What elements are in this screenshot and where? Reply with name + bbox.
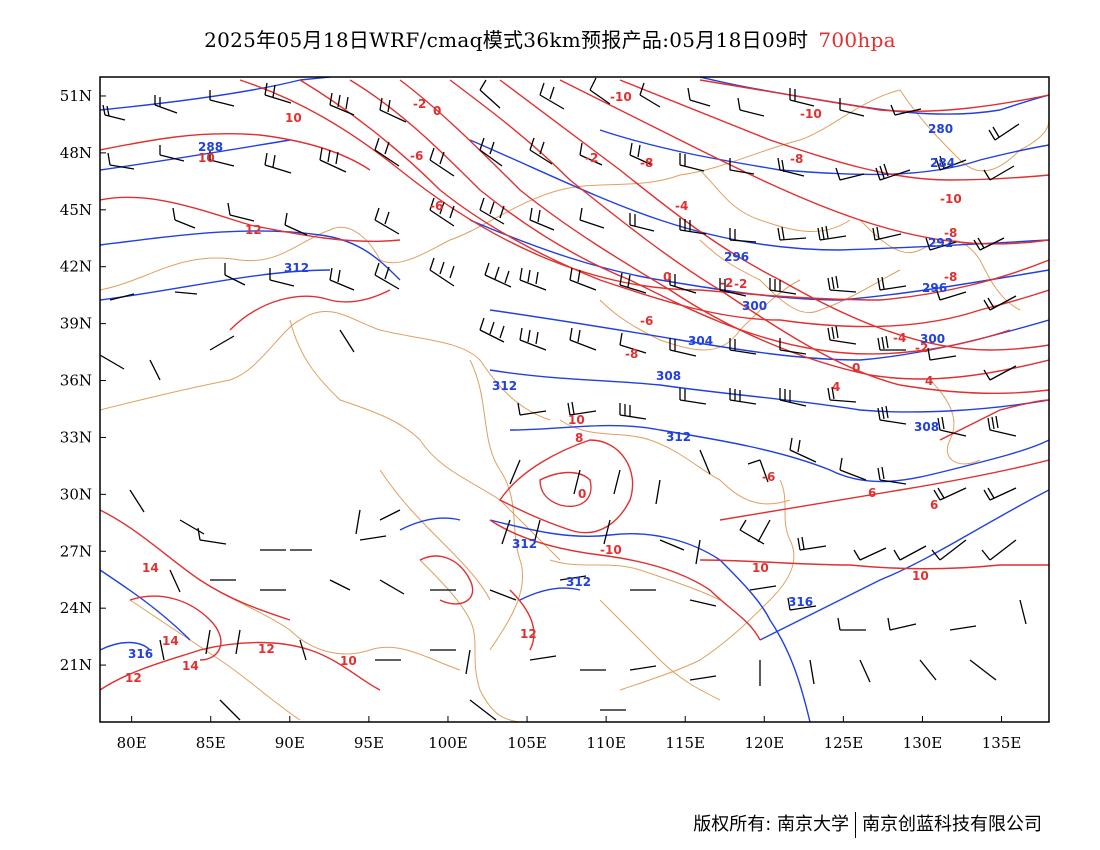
- temperature-label: 6: [930, 498, 938, 512]
- map-title: 2025年05月18日WRF/cmaq模式36km预报产品:05月18日09时 7…: [0, 24, 1100, 53]
- temperature-label: 14: [162, 634, 179, 648]
- lon-tick-label: 85E: [196, 734, 226, 752]
- lon-tick-label: 95E: [354, 734, 384, 752]
- temperature-label: -2: [413, 97, 426, 111]
- geopotential-label: 312: [566, 575, 591, 589]
- temperature-label: 0: [433, 104, 441, 118]
- lon-tick-label: 110E: [586, 734, 626, 752]
- temperature-label: 10: [285, 111, 302, 125]
- geopotential-label: 292: [928, 236, 953, 250]
- lat-tick-label: 51N: [60, 87, 92, 105]
- lon-tick-label: 90E: [275, 734, 305, 752]
- geopotential-label: 308: [656, 369, 681, 383]
- copyright-company: 南京创蓝科技有限公司: [862, 814, 1042, 835]
- geopotential-label: 304: [688, 334, 713, 348]
- geopotential-label: 284: [930, 156, 955, 170]
- copyright-owner: 版权所有: 南京大学: [693, 814, 849, 835]
- geopotential-label: 280: [928, 122, 953, 136]
- lat-tick-label: 42N: [60, 258, 92, 276]
- lon-tick-label: 115E: [665, 734, 705, 752]
- temperature-label: 10: [568, 413, 585, 427]
- lat-tick-label: 21N: [60, 656, 92, 674]
- temperature-label: 8: [575, 431, 583, 445]
- temperature-label: 10: [340, 654, 357, 668]
- temperature-label: -2: [720, 276, 733, 290]
- geopotential-label: 312: [492, 379, 517, 393]
- temperature-label: -10: [600, 543, 622, 557]
- temperature-label: -8: [944, 226, 957, 240]
- geopotential-label: 316: [128, 647, 153, 661]
- temperature-label: -2: [734, 277, 747, 291]
- copyright-divider: [855, 812, 856, 838]
- geopotential-label: 312: [284, 261, 309, 275]
- lon-tick-label: 120E: [745, 734, 785, 752]
- geopotential-label: 288: [198, 140, 223, 154]
- copyright: 版权所有: 南京大学 南京创蓝科技有限公司: [693, 810, 1042, 838]
- temperature-label: 12: [258, 642, 275, 656]
- temperature-label: -6: [762, 470, 775, 484]
- temperature-label: 12: [520, 627, 537, 641]
- temperature-label: -8: [790, 152, 803, 166]
- lat-tick-label: 36N: [60, 372, 92, 390]
- temperature-label: 0: [578, 487, 586, 501]
- temperature-label: 10: [912, 569, 929, 583]
- temperature-label: -4: [893, 331, 906, 345]
- temperature-label: -6: [640, 314, 653, 328]
- geopotential-label: 296: [922, 281, 947, 295]
- lat-tick-label: 45N: [60, 201, 92, 219]
- temperature-label: -8: [944, 270, 957, 284]
- lon-tick-label: 135E: [982, 734, 1022, 752]
- latitude-axis: 51N 48N 45N 42N 39N 36N 33N 30N 27N 24N 21N: [60, 87, 106, 674]
- lat-tick-label: 48N: [60, 144, 92, 162]
- pressure-level: 700hpa: [818, 28, 896, 52]
- lon-tick-label: 105E: [507, 734, 547, 752]
- temperature-label: 6: [868, 486, 876, 500]
- geopotential-label: 300: [742, 299, 767, 313]
- lat-tick-label: 30N: [60, 485, 92, 503]
- geopotential-label: 316: [788, 595, 813, 609]
- temperature-label: -2: [915, 341, 928, 355]
- temperature-label: 12: [125, 671, 142, 685]
- lon-tick-label: 100E: [428, 734, 468, 752]
- temperature-label: 10: [752, 561, 769, 575]
- temperature-label: -6: [410, 149, 423, 163]
- temperature-label: -4: [675, 199, 688, 213]
- wind-barbs: [100, 77, 1027, 721]
- temperature-label: -6: [430, 199, 443, 213]
- lat-tick-label: 24N: [60, 599, 92, 617]
- geopotential-label: 300: [920, 332, 945, 346]
- temperature-label: 14: [142, 561, 159, 575]
- map-title-main: 2025年05月18日WRF/cmaq模式36km预报产品:05月18日09时: [204, 28, 809, 52]
- temperature-label: 4: [925, 374, 933, 388]
- temperature-label: -10: [940, 192, 962, 206]
- temperature-labels: 0 -2 -10 -10 10 10 -6 -2 -8 -8 -6 -4 -10…: [125, 90, 962, 685]
- longitude-axis: 80E 85E 90E 95E 100E 105E 110E 115E 120E 125E 130E…: [117, 716, 1022, 752]
- lat-tick-label: 33N: [60, 428, 92, 446]
- lon-tick-label: 125E: [824, 734, 864, 752]
- boundary-lines: [100, 89, 1049, 722]
- temperature-label: -10: [610, 90, 632, 104]
- temperature-label: -2: [585, 151, 598, 165]
- lat-tick-label: 27N: [60, 542, 92, 560]
- temperature-label: -8: [640, 156, 653, 170]
- temperature-label: -8: [625, 347, 638, 361]
- temperature-label: 0: [852, 361, 860, 375]
- temperature-label: 10: [198, 151, 215, 165]
- geopotential-labels: 280 284 288 292 296 296 300 304 308 312 …: [128, 122, 955, 661]
- lon-tick-label: 80E: [117, 734, 147, 752]
- geopotential-label: 312: [512, 537, 537, 551]
- geopotential-contours: [100, 77, 1049, 722]
- lat-tick-label: 39N: [60, 315, 92, 333]
- lon-tick-label: 130E: [903, 734, 943, 752]
- temperature-label: -10: [800, 107, 822, 121]
- temperature-label: 4: [832, 380, 840, 394]
- geopotential-label: 312: [666, 430, 691, 444]
- temperature-label: 0: [663, 270, 671, 284]
- temperature-label: 14: [182, 659, 199, 673]
- plot-frame: [99, 76, 1050, 723]
- temperature-label: 12: [245, 223, 262, 237]
- geopotential-label: 308: [914, 420, 939, 434]
- geopotential-label: 296: [724, 250, 749, 264]
